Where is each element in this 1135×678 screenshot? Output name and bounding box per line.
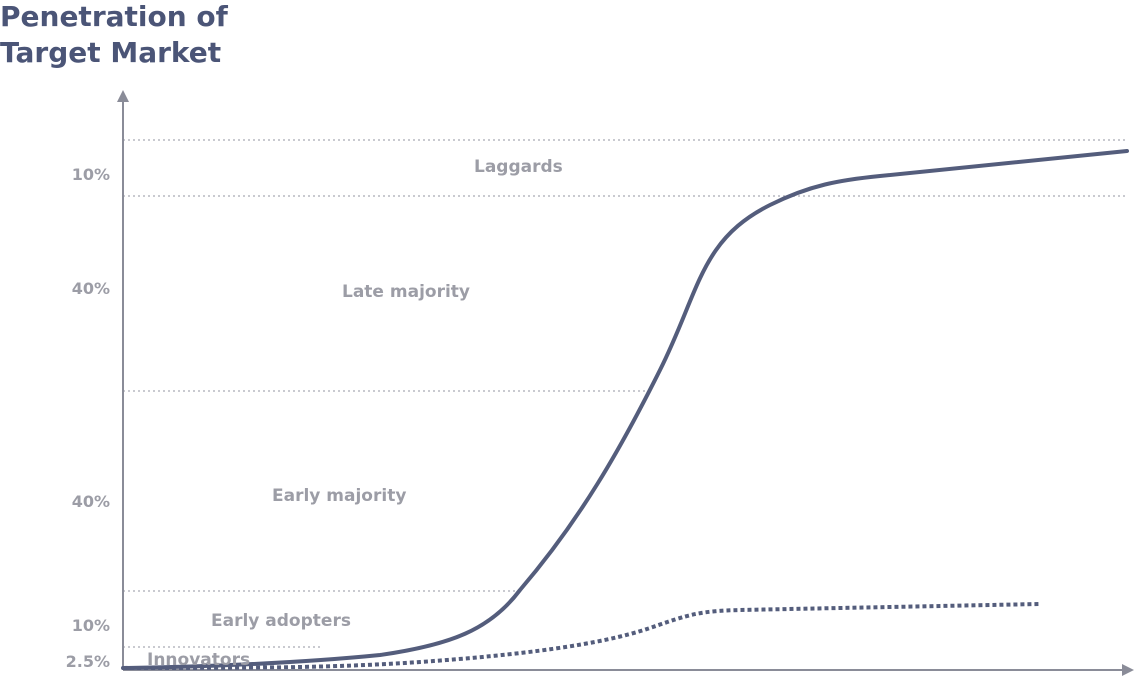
segment-share: 10% bbox=[72, 616, 110, 635]
axes bbox=[117, 90, 1134, 676]
y-arrow bbox=[117, 90, 129, 102]
segment-name: Late majority bbox=[342, 282, 470, 302]
x-arrow bbox=[1122, 664, 1134, 676]
segment-name: Laggards bbox=[474, 157, 563, 177]
guides bbox=[123, 139, 1125, 648]
segment-share: 40% bbox=[72, 492, 110, 511]
adoption-curve bbox=[121, 149, 1129, 670]
title-line: Target Market bbox=[0, 36, 221, 69]
segment-name: Early majority bbox=[272, 486, 406, 506]
segment-name: Innovators bbox=[147, 650, 250, 670]
segment-share: 40% bbox=[72, 279, 110, 298]
segment-labels: Innovators 2.5% Early adopters 10% Early maj… bbox=[66, 157, 563, 671]
segment-share: 2.5% bbox=[66, 652, 110, 671]
title-line: Penetration of bbox=[0, 0, 229, 33]
segment-share: 10% bbox=[72, 165, 110, 184]
segment-name: Early adopters bbox=[211, 611, 351, 631]
